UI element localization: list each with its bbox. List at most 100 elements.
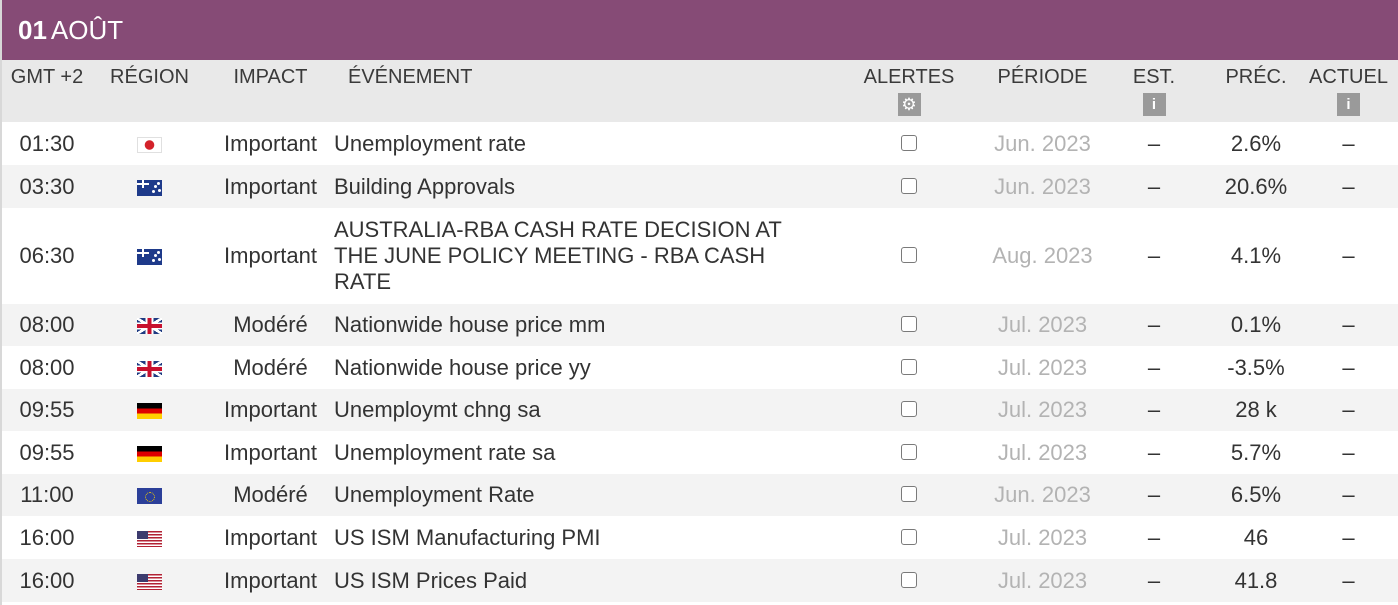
alert-checkbox[interactable] [901,486,917,502]
col-header-region[interactable]: RÉGION [110,66,189,88]
flag-gb-icon [137,318,162,335]
event-previous: -3.5% [1227,354,1285,380]
event-previous: 46 [1243,524,1269,550]
alert-checkbox[interactable] [901,134,917,151]
alert-cell [828,304,990,346]
alert-checkbox[interactable] [901,401,917,417]
event-time: 16:00 [19,567,75,593]
event-name[interactable]: AUSTRALIA-RBA CASH RATE DECISION AT THE … [334,217,782,294]
region-cell [92,389,207,431]
event-period: Jul. 2023 [997,524,1088,550]
event-previous: 4.1% [1230,243,1282,268]
alert-cell [828,559,990,602]
event-actual: – [1342,397,1355,422]
event-name[interactable]: Unemployment rate sa [334,439,556,465]
region-cell [92,559,207,602]
col-header-est-label: EST. [1132,66,1176,88]
alert-cell [828,389,990,431]
table-row: 08:00 Modéré Nationwide house price yy Jul.… [2,346,1398,389]
table-row: 11:00 Modéré Unemployment Rate Jun. 2023 – 6.… [2,474,1398,516]
table-row: 06:30 Important AUSTRALIA-RBA CASH RATE DE… [2,208,1398,304]
alert-checkbox[interactable] [901,571,917,588]
alert-cell [828,165,990,208]
col-header-prec[interactable]: PRÉC. [1225,66,1287,88]
event-impact: Important [224,567,317,593]
event-impact: Important [224,130,317,156]
flag-gb-icon [137,360,162,377]
col-header-alerts: ALERTES ⚙ [828,60,990,122]
alert-checkbox[interactable] [901,358,917,375]
event-name[interactable]: Building Approvals [334,173,516,199]
event-period: Jul. 2023 [997,439,1088,465]
region-cell [92,346,207,389]
event-actual: – [1342,482,1355,507]
event-previous: 6.5% [1230,482,1282,507]
alert-cell [828,208,990,304]
flag-de-icon [137,445,162,462]
alert-cell [828,122,990,165]
alert-checkbox[interactable] [901,177,917,194]
event-estimate: – [1147,243,1161,268]
event-name[interactable]: Nationwide house price mm [334,312,606,337]
region-cell [92,208,207,304]
alert-cell [828,474,990,516]
event-estimate: – [1147,397,1161,422]
event-estimate: – [1147,567,1161,593]
flag-au-icon [137,249,162,266]
info-icon[interactable]: i [1337,93,1360,116]
col-header-time[interactable]: GMT +2 [10,66,84,88]
event-time: 09:55 [19,439,75,465]
event-previous: 0.1% [1230,312,1282,337]
event-name[interactable]: Unemployment rate [334,130,526,156]
event-impact: Important [224,439,317,465]
event-previous: 28 k [1235,397,1277,422]
event-time: 03:30 [19,173,75,199]
event-impact: Important [224,524,317,550]
event-time: 01:30 [19,130,75,156]
event-actual: – [1342,567,1355,593]
info-icon[interactable]: i [1142,93,1166,116]
event-estimate: – [1147,312,1161,337]
event-impact: Important [224,397,317,422]
alert-checkbox[interactable] [901,443,917,460]
event-actual: – [1342,243,1355,268]
event-previous: 20.6% [1224,173,1288,199]
event-time: 06:30 [19,243,75,268]
event-time: 11:00 [20,482,74,507]
event-actual: – [1342,173,1355,199]
table-header-row: GMT +2 RÉGION IMPACT ÉVÉNEMENT ALERTES ⚙… [2,60,1398,122]
date-header: 01 AOÛT [2,0,1398,60]
col-header-impact[interactable]: IMPACT [233,66,308,88]
region-cell [92,474,207,516]
event-name[interactable]: US ISM Prices Paid [334,567,528,593]
col-header-event[interactable]: ÉVÉNEMENT [348,66,473,88]
events-table: GMT +2 RÉGION IMPACT ÉVÉNEMENT ALERTES ⚙… [2,60,1398,602]
event-period: Aug. 2023 [992,243,1093,268]
event-period: Jun. 2023 [994,482,1091,507]
flag-us-icon [137,530,162,547]
event-name[interactable]: Unemployment Rate [334,482,535,507]
alert-checkbox[interactable] [901,316,917,332]
date-month: AOÛT [50,14,124,45]
col-header-period[interactable]: PÉRIODE [997,66,1088,88]
event-estimate: – [1147,354,1161,380]
region-cell [92,304,207,346]
event-previous: 2.6% [1230,130,1282,156]
event-estimate: – [1147,173,1161,199]
event-time: 16:00 [19,524,75,550]
event-impact: Modéré [233,312,308,337]
event-impact: Important [224,173,317,199]
event-name[interactable]: Unemploymt chng sa [334,397,541,422]
event-previous: 5.7% [1230,439,1282,465]
event-name[interactable]: Nationwide house price yy [334,354,591,380]
gear-icon[interactable]: ⚙ [897,93,921,116]
event-estimate: – [1147,130,1161,156]
table-row: 16:00 Important US ISM Prices Paid Jul. 202… [2,559,1398,602]
col-header-est: EST. i [1095,60,1213,122]
flag-eu-icon [137,488,162,505]
alert-checkbox[interactable] [901,528,917,545]
event-name[interactable]: US ISM Manufacturing PMI [334,524,601,550]
event-period: Jul. 2023 [997,312,1088,337]
event-estimate: – [1147,439,1161,465]
alert-checkbox[interactable] [901,247,917,263]
